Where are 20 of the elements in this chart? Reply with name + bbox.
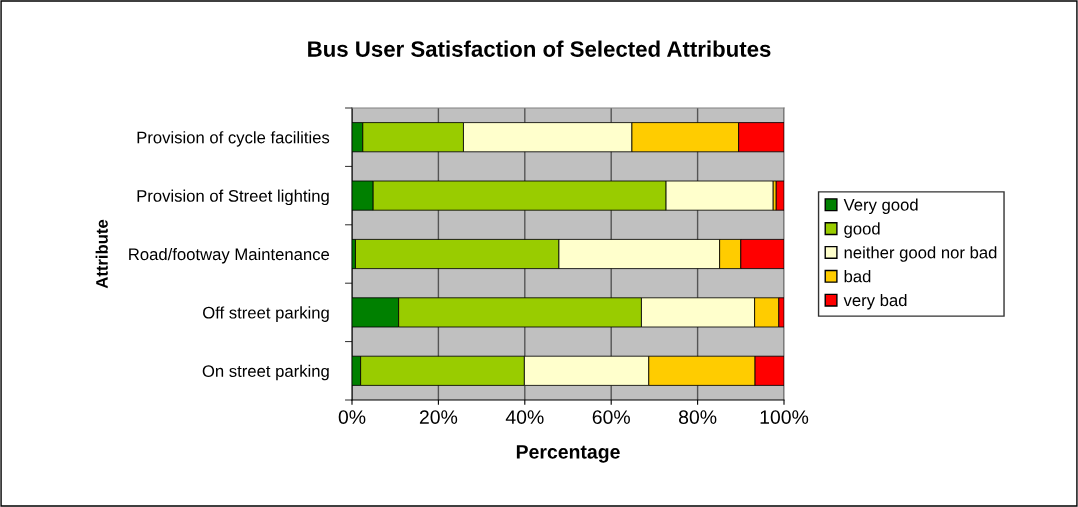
y-tick-label: Road/footway Maintenance [129,247,330,264]
x-tick-label: 0% [338,410,366,424]
y-tick-label: Provision of cycle facilities [137,131,330,147]
legend-label: very bad [843,293,907,310]
legend-label: Very good [843,198,918,215]
y-tick-label: Off street parking [203,306,329,322]
legend-label: good [844,222,880,238]
x-tick-label: 40% [505,410,544,424]
chart-title: Bus User Satisfaction of Selected Attributes [308,40,771,57]
y-axis-title: Attribute [95,219,108,289]
legend-label: bad [844,270,871,283]
legend-label: neither good nor bad [844,246,997,262]
x-tick-label: 80% [678,410,717,424]
y-tick-label: Provision of Street lighting [137,189,329,206]
x-tick-label: 100% [760,410,809,424]
x-axis-title: Percentage [516,445,620,463]
bar [775,180,784,211]
x-tick-label: 60% [592,410,630,424]
x-tick-label: 20% [419,410,458,424]
y-tick-label: On street parking [202,364,329,381]
